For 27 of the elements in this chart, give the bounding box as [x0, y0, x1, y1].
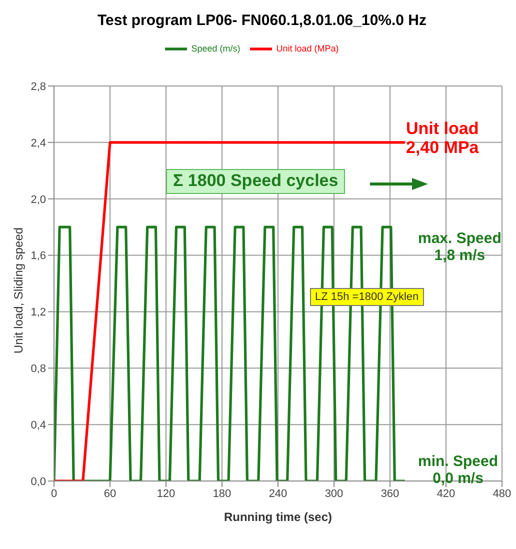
y-tick-label: 2,4 — [30, 137, 46, 150]
x-tick-label: 180 — [212, 488, 232, 500]
annotation: max. Speed 1,8 m/s — [418, 230, 502, 264]
legend-label: Unit load (MPa) — [276, 43, 339, 54]
x-tick-label: 420 — [436, 488, 456, 500]
y-tick-label: 0,4 — [30, 419, 46, 432]
x-tick-label: 480 — [492, 488, 512, 500]
legend-label: Speed (m/s) — [191, 43, 240, 54]
y-tick-label: 1,2 — [30, 306, 46, 319]
x-axis-title: Running time (sec) — [224, 510, 332, 524]
y-tick-label: 2,0 — [30, 194, 46, 206]
x-tick-label: 120 — [156, 488, 176, 500]
y-tick-label: 0,8 — [30, 363, 46, 376]
annotation: Unit load 2,40 MPa — [406, 119, 479, 158]
annotation: min. Speed 0,0 m/s — [418, 453, 498, 487]
y-tick-label: 1,6 — [30, 250, 46, 262]
x-tick-label: 360 — [380, 488, 400, 500]
y-tick-label: 2,8 — [30, 80, 46, 93]
annotation: LZ 15h =1800 Zyklen — [310, 288, 424, 306]
annotation: Σ 1800 Speed cycles — [166, 169, 346, 194]
x-tick-label: 0 — [50, 488, 58, 500]
x-tick-label: 240 — [268, 488, 288, 500]
x-tick-label: 300 — [324, 488, 344, 500]
y-tick-label: 0,0 — [30, 476, 46, 488]
x-tick-label: 60 — [104, 488, 116, 500]
chart-title: Test program LP06- FN060.1,8.01.06_10%.0 Hz — [96, 12, 428, 29]
y-axis-title: Unit load, Sliding speed — [11, 227, 26, 354]
